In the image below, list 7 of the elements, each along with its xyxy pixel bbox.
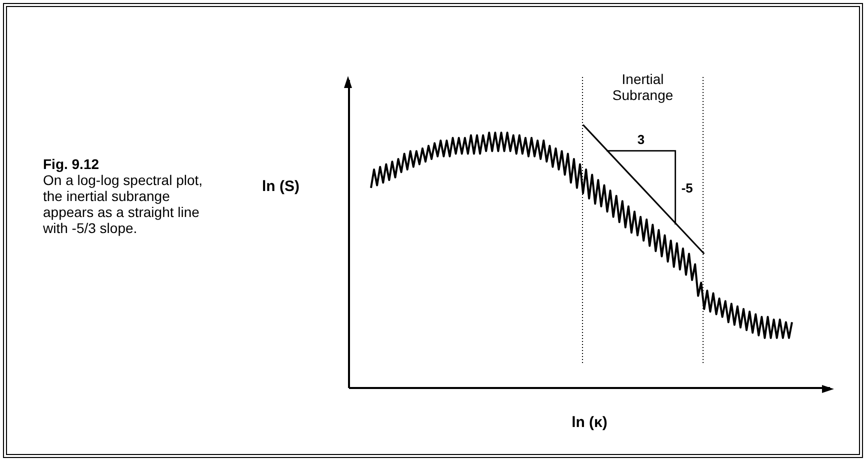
text: On a log-log spectral plot, the inertial subrange appears as a straight line with -5/3 slope.	[43, 172, 204, 236]
annotation: 3	[637, 132, 645, 147]
text: Fig. 9.12	[43, 156, 100, 172]
x-axis-title: ln (κ)	[570, 414, 608, 431]
annotation: -5	[681, 180, 693, 196]
y-axis-title: ln (S)	[262, 178, 300, 195]
text: Inertial Subrange	[612, 71, 674, 103]
